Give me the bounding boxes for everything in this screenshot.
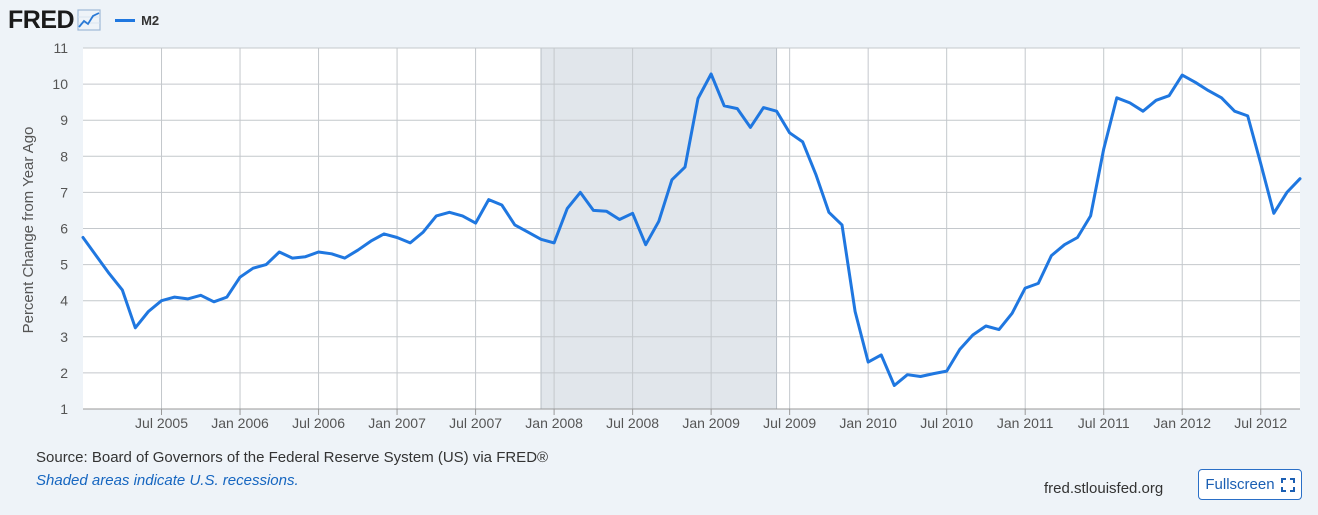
y-tick-label-11: 11 (53, 40, 68, 56)
y-tick-label-4: 4 (60, 293, 68, 309)
x-tick-label-4: Jul 2007 (449, 415, 502, 431)
x-axis: Jul 2005 Jan 2006 Jul 2006 Jan 2007 Jul 2007… (83, 408, 1300, 431)
y-axis-label: Percent Change from Year Ago (20, 127, 37, 334)
x-tick-label-9: Jan 2010 (839, 415, 897, 431)
x-tick-label-3: Jan 2007 (368, 415, 426, 431)
y-tick-label-9: 9 (60, 112, 68, 128)
fred-logo[interactable]: FRED (8, 5, 75, 34)
y-tick-label-5: 5 (60, 257, 68, 273)
x-tick-label-5: Jan 2008 (525, 415, 583, 431)
x-tick-label-14: Jul 2012 (1234, 415, 1287, 431)
x-tick-label-8: Jul 2009 (763, 415, 816, 431)
y-tick-label-2: 2 (60, 365, 68, 381)
fullscreen-button[interactable]: Fullscreen (1198, 469, 1302, 500)
x-tick-label-10: Jul 2010 (920, 415, 973, 431)
y-tick-label-3: 3 (60, 329, 68, 345)
x-tick-label-12: Jul 2011 (1078, 415, 1130, 431)
x-tick-label-11: Jan 2011 (997, 415, 1054, 431)
x-tick-label-0: Jul 2005 (135, 415, 188, 431)
chart-header: FRED M2 (8, 5, 159, 35)
y-tick-label-7: 7 (60, 184, 68, 200)
y-tick-label-1: 1 (60, 401, 68, 417)
line-chart-icon (77, 9, 101, 31)
series-m2 (81, 72, 1302, 387)
x-tick-label-7: Jan 2009 (682, 415, 740, 431)
y-tick-label-6: 6 (60, 221, 68, 237)
recession-note: Shaded areas indicate U.S. recessions. (36, 472, 299, 489)
x-tick-label-1: Jan 2006 (211, 415, 269, 431)
line-chart: 1 2 3 4 5 6 7 8 9 10 11 Jul 2005 Jan 2006 Jul 2006 Ja… (20, 40, 1302, 431)
expand-icon (1280, 477, 1295, 492)
series-line-m2[interactable] (81, 72, 1302, 387)
fullscreen-label: Fullscreen (1205, 476, 1275, 493)
chart-legend: M2 (115, 13, 159, 28)
legend-swatch-m2 (115, 18, 136, 22)
legend-label-m2: M2 (141, 12, 160, 28)
x-tick-label-6: Jul 2008 (606, 415, 659, 431)
fred-url[interactable]: fred.stlouisfed.org (1044, 480, 1164, 497)
y-tick-label-8: 8 (60, 148, 68, 164)
y-axis: 1 2 3 4 5 6 7 8 9 10 11 (52, 40, 68, 417)
x-tick-label-13: Jan 2012 (1153, 415, 1211, 431)
x-tick-label-2: Jul 2006 (292, 415, 345, 431)
source-text: Source: Board of Governors of the Federa… (36, 449, 549, 466)
y-tick-label-10: 10 (52, 76, 68, 92)
